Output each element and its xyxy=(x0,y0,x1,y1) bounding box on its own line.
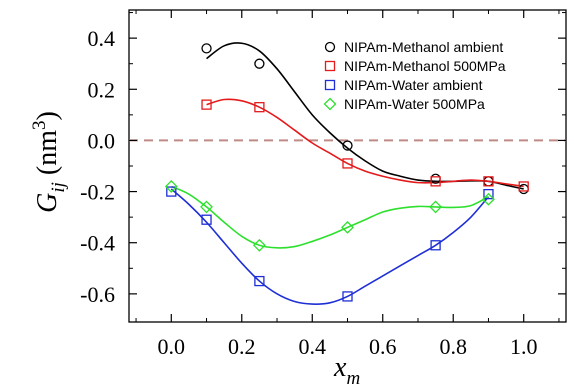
y-tick-label: -0.4 xyxy=(80,231,115,256)
legend-label-2: NIPAm-Water ambient xyxy=(344,77,483,93)
data-point-series-2 xyxy=(201,214,212,225)
marker-layer xyxy=(164,43,529,302)
series-curve-2 xyxy=(170,188,490,305)
legend-label-1: NIPAm-Methanol 500MPa xyxy=(344,58,506,74)
data-point-series-3 xyxy=(341,220,354,234)
y-tick-label: 0.2 xyxy=(88,77,116,102)
x-axis-label: xm xyxy=(333,352,360,387)
legend: NIPAm-Methanol ambient NIPAm-Methanol 500… xyxy=(323,39,506,112)
data-point-series-1 xyxy=(518,181,529,192)
data-point-series-2 xyxy=(254,275,265,287)
y-tick-label: 0.0 xyxy=(88,128,116,153)
data-point-series-3 xyxy=(429,200,443,214)
x-tick-label: 0.8 xyxy=(439,334,467,359)
data-point-series-3 xyxy=(164,180,178,193)
legend-marker-3 xyxy=(323,97,337,111)
data-point-series-1 xyxy=(342,158,353,169)
data-point-series-3 xyxy=(252,238,266,252)
data-point-series-2 xyxy=(483,188,494,200)
y-tick-label: -0.6 xyxy=(80,282,115,307)
x-tick-label: 0.2 xyxy=(228,334,256,359)
axis-layer: 0.0 0.2 0.4 0.6 0.8 1.0 -0.6 -0.4 -0.2 0.0 0.2 0.4 xyxy=(80,10,566,359)
legend-label-3: NIPAm-Water 500MPa xyxy=(344,96,485,112)
legend-marker-2 xyxy=(324,79,336,91)
x-tick-label: 1.0 xyxy=(510,334,538,359)
data-point-series-1 xyxy=(254,102,265,113)
data-point-series-3 xyxy=(482,192,495,206)
data-point-series-0 xyxy=(254,58,265,69)
data-point-series-2 xyxy=(166,186,177,197)
series-curve-1 xyxy=(206,98,524,188)
data-point-series-0 xyxy=(342,140,353,151)
data-point-series-2 xyxy=(430,240,441,251)
legend-marker-1 xyxy=(324,60,336,72)
series-curve-3 xyxy=(170,185,489,249)
legend-marker-0 xyxy=(324,41,336,53)
plot-frame xyxy=(128,9,567,323)
x-tick-label: 0.0 xyxy=(158,334,186,359)
x-tick-label: 0.4 xyxy=(299,334,327,359)
x-axis-label-sub: m xyxy=(346,368,360,387)
data-point-series-1 xyxy=(483,176,494,187)
x-tick-label: 0.6 xyxy=(369,334,397,359)
data-point-series-1 xyxy=(201,99,212,110)
legend-label-0: NIPAm-Methanol ambient xyxy=(344,39,503,55)
data-point-series-3 xyxy=(200,200,213,214)
data-point-series-0 xyxy=(201,43,212,54)
curve-layer xyxy=(170,42,524,305)
data-point-series-2 xyxy=(342,291,353,302)
y-axis-label: Gij (nm3) xyxy=(29,111,69,213)
data-point-series-1 xyxy=(430,176,441,187)
y-axis-label-sub: ij xyxy=(48,182,69,193)
y-tick-label: 0.4 xyxy=(88,26,116,51)
y-axis-label-sup: 3 xyxy=(29,120,50,130)
y-tick-label: -0.2 xyxy=(80,180,115,205)
